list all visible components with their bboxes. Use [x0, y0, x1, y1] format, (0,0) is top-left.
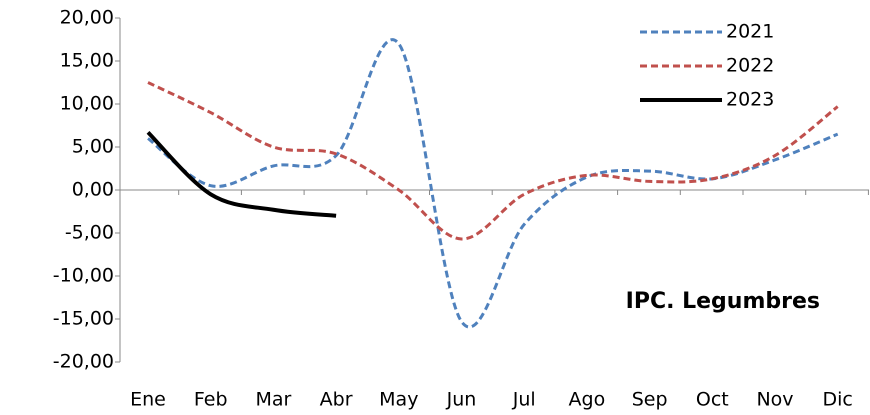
- legend-label: 2023: [726, 89, 774, 111]
- series-line: [146, 130, 337, 218]
- series-line: [147, 38, 839, 329]
- x-tick-label: Jun: [446, 389, 477, 411]
- series-line: [147, 81, 839, 241]
- x-tick-label: May: [379, 389, 418, 411]
- x-tick-label: Feb: [194, 389, 228, 411]
- y-tick-label: -20,00: [53, 351, 114, 373]
- x-tick-label: Abr: [320, 389, 353, 411]
- x-tick-label: Ago: [569, 389, 606, 411]
- y-tick-label: 5,00: [72, 136, 114, 158]
- x-tick-label: Jul: [512, 389, 536, 411]
- y-tick-label: 15,00: [60, 50, 114, 72]
- y-tick-label: -10,00: [53, 265, 114, 287]
- chart-annotation: IPC. Legumbres: [626, 289, 820, 314]
- y-tick-label: 10,00: [60, 93, 114, 115]
- y-tick-label: -15,00: [53, 308, 114, 330]
- x-tick-label: Sep: [632, 389, 668, 411]
- x-tick-label: Mar: [255, 389, 291, 411]
- y-tick-label: -5,00: [65, 222, 114, 244]
- x-tick-label: Nov: [756, 389, 793, 411]
- x-tick-label: Oct: [696, 389, 729, 411]
- y-tick-label: 0,00: [72, 179, 114, 201]
- x-tick-label: Ene: [130, 389, 166, 411]
- y-tick-label: 20,00: [60, 7, 114, 29]
- legend-label: 2021: [726, 21, 774, 43]
- legend-label: 2022: [726, 55, 774, 77]
- x-tick-label: Dic: [823, 389, 853, 411]
